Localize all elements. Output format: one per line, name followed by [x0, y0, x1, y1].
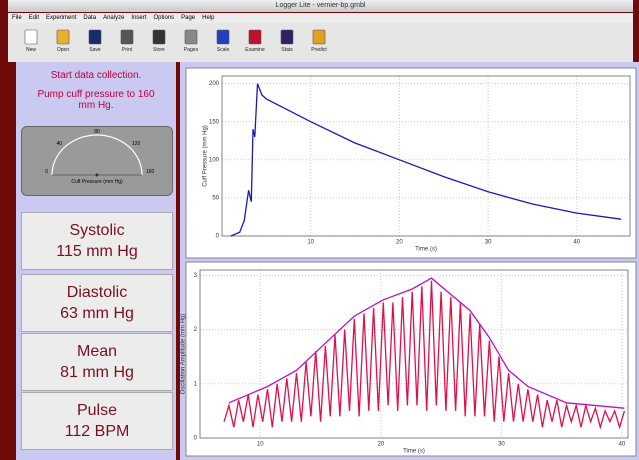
graph-panel: [185, 67, 637, 259]
gauge-tick: 40: [56, 141, 62, 147]
tool-icon: [120, 29, 134, 45]
tool-button[interactable]: Predict: [306, 23, 332, 62]
tool-button[interactable]: New: [18, 23, 44, 62]
readout-value: 81 mm Hg: [60, 364, 134, 381]
tool-label: Stats: [281, 47, 293, 53]
tool-label: Scale: [216, 47, 230, 53]
tool-label: Store: [153, 47, 165, 53]
gauge-dial: 0 40 80 120 160 Cuff Pressure (mm Hg): [45, 129, 155, 185]
data-line: [228, 277, 625, 409]
y-tick-label: 100: [209, 157, 220, 163]
tool-label: Pages: [183, 47, 199, 53]
tool-button[interactable]: Stats: [274, 23, 300, 62]
readout: Pulse 112 BPM: [21, 392, 173, 450]
tool-icon: [312, 29, 326, 45]
x-tick-label: 30: [485, 240, 492, 246]
y-tick-label: 0: [194, 436, 198, 442]
tool-label: Print: [121, 47, 133, 53]
x-axis-label: Time (s): [403, 449, 425, 455]
left-panel: Start data collection. Pump cuff pressur…: [16, 62, 176, 460]
readout-value: 63 mm Hg: [60, 305, 134, 322]
tool-label: Examine: [245, 47, 265, 53]
readout-label: Mean: [76, 343, 118, 360]
tool-label: Open: [56, 47, 70, 53]
gauge: 0 40 80 120 160 Cuff Pressure (mm Hg): [21, 126, 173, 196]
tool-button[interactable]: Pages: [178, 23, 204, 62]
menu-item[interactable]: Options: [153, 15, 175, 21]
x-tick-label: 40: [573, 240, 580, 246]
x-tick-label: 20: [378, 442, 385, 448]
data-line: [223, 280, 626, 430]
menu-bar: File Edit Experiment Data Analyze Insert Optio…: [8, 13, 633, 23]
y-tick-label: 200: [209, 81, 220, 87]
instruction: Pump cuff pressure to 160 mm Hg.: [37, 89, 155, 111]
y-tick-label: 3: [194, 273, 198, 279]
readout: Systolic 115 mm Hg: [21, 212, 173, 270]
tool-icon: [248, 29, 262, 45]
menu-item[interactable]: Data: [83, 15, 97, 21]
menu-item[interactable]: File: [12, 15, 22, 21]
tool-button[interactable]: Save: [82, 23, 108, 62]
tool-button[interactable]: Open: [50, 23, 76, 62]
x-tick-label: 10: [307, 240, 314, 246]
menu-item[interactable]: Page: [181, 15, 196, 21]
window-title: Logger Lite - vernier-bp.gmbl: [8, 0, 633, 12]
gauge-tick: 0: [45, 169, 48, 175]
y-tick-label: 50: [212, 195, 219, 201]
tool-icon: [216, 29, 230, 45]
tool-button[interactable]: Scale: [210, 23, 236, 62]
readout-label: Diastolic: [66, 284, 128, 301]
menu-item[interactable]: Analyze: [103, 15, 125, 21]
tool-label: New: [25, 47, 36, 53]
y-tick-label: 2: [194, 327, 198, 333]
readout-value: 115 mm Hg: [56, 243, 138, 260]
menu-item[interactable]: Help: [202, 15, 215, 21]
readout-label: Systolic: [69, 222, 125, 239]
gauge-tick: 160: [146, 169, 155, 175]
readout-value: 112 BPM: [64, 423, 130, 440]
y-tick-label: 150: [209, 119, 220, 125]
x-tick-label: 20: [396, 240, 403, 246]
readout: Mean 81 mm Hg: [21, 333, 173, 391]
gauge-tick: 80: [94, 129, 100, 135]
y-axis-label: Cuff Pressure (mm Hg): [203, 125, 209, 187]
readout-label: Pulse: [76, 402, 118, 419]
plot-frame: [199, 269, 629, 439]
instruction: Start data collection.: [50, 70, 142, 81]
tool-icon: [56, 29, 70, 45]
plot-frame: [221, 75, 631, 237]
x-tick-label: 10: [257, 442, 264, 448]
data-line: [230, 83, 622, 237]
tool-button[interactable]: Examine: [242, 23, 268, 62]
tool-icon: [88, 29, 102, 45]
x-tick-label: 30: [498, 442, 505, 448]
menu-item[interactable]: Experiment: [46, 15, 77, 21]
gauge-label: Cuff Pressure (mm Hg): [71, 179, 123, 185]
tool-icon: [24, 29, 38, 45]
menu-item[interactable]: Insert: [131, 15, 147, 21]
y-tick-label: 1: [194, 381, 198, 387]
readout: Diastolic 63 mm Hg: [21, 274, 173, 332]
x-tick-label: 40: [619, 442, 626, 448]
y-tick-label: 0: [216, 234, 220, 240]
tool-icon: [184, 29, 198, 45]
tool-icon: [280, 29, 294, 45]
menu-item[interactable]: Edit: [28, 15, 40, 21]
x-axis-label: Time (s): [415, 247, 437, 253]
tool-button[interactable]: Store: [146, 23, 172, 62]
tool-label: Predict: [311, 47, 327, 53]
toolbar: New Open Save Print Store Pages Scale Examine St…: [8, 23, 633, 62]
tool-icon: [152, 29, 166, 45]
tool-button[interactable]: Print: [114, 23, 140, 62]
gauge-tick: 120: [132, 141, 141, 147]
tool-label: Save: [89, 47, 101, 53]
y-axis-label: Oscillation Amplitude (mm Hg): [181, 314, 187, 395]
